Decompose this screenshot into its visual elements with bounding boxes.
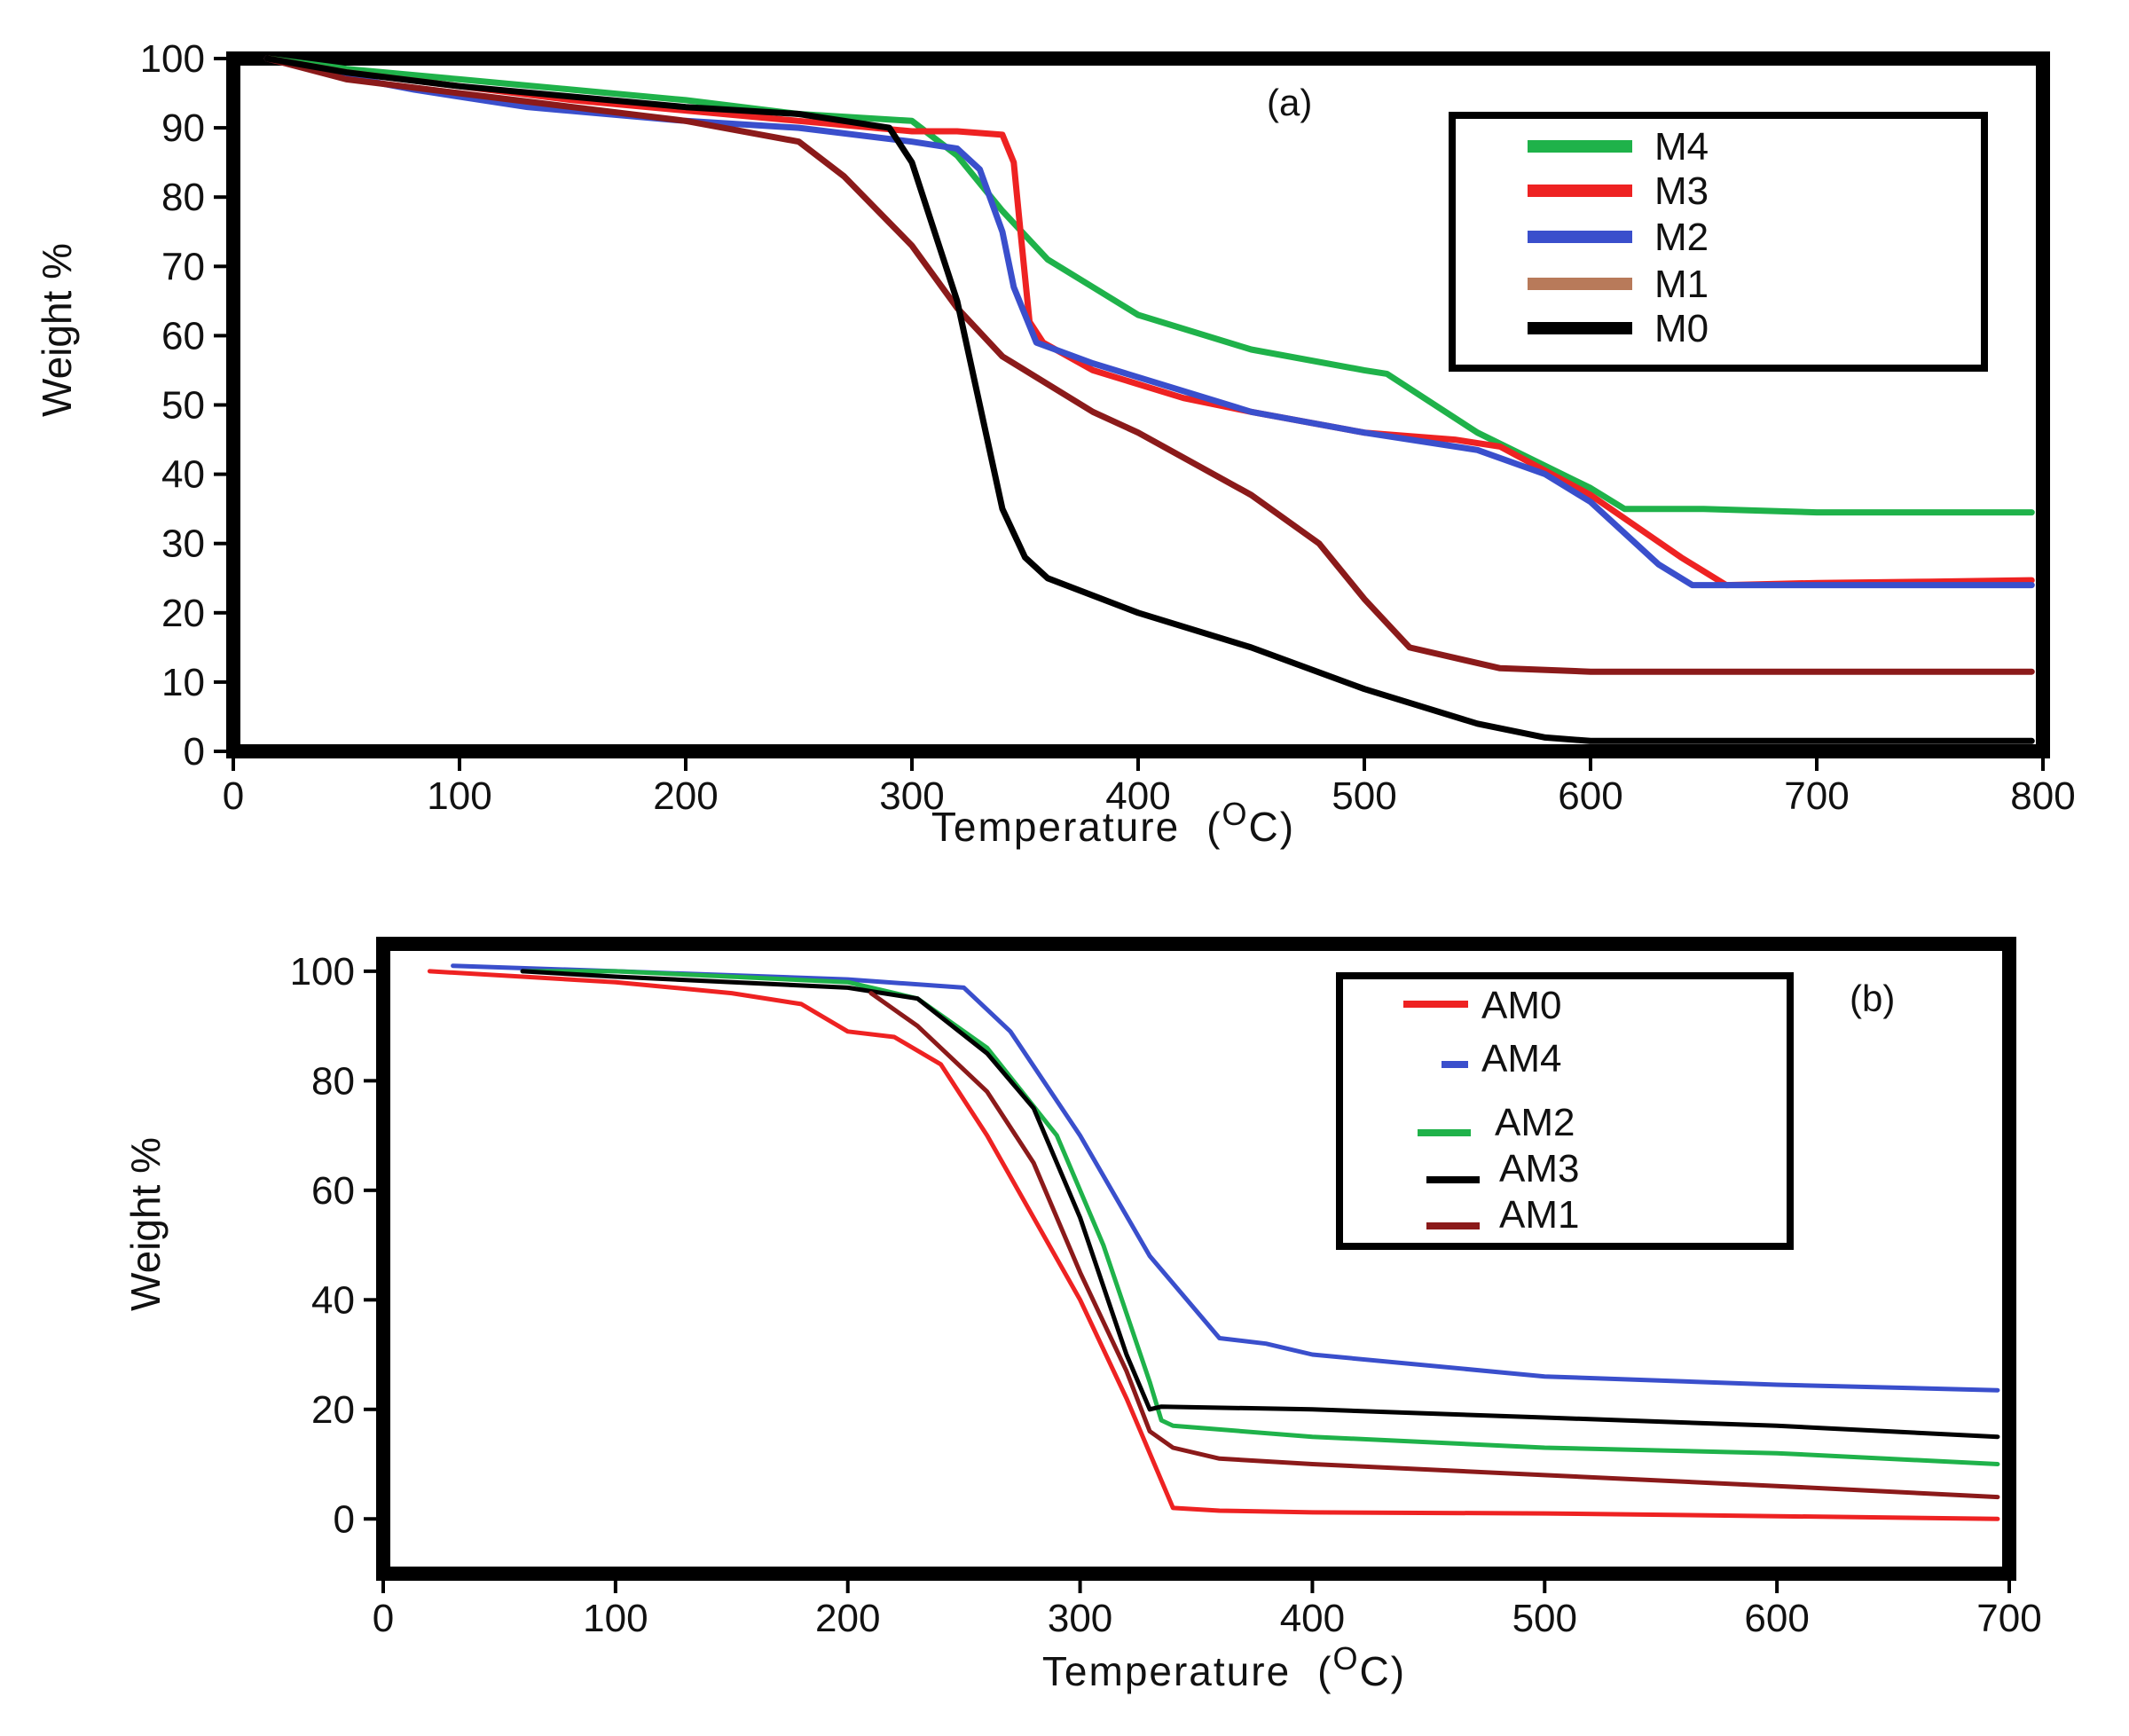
legend-label-m2: M2 bbox=[1654, 216, 1709, 259]
x-tick-label: 300 bbox=[1048, 1597, 1112, 1640]
panel-a-plot-frame bbox=[226, 51, 2050, 758]
panel-b-label: (b) bbox=[1850, 978, 1895, 1019]
panel-b-legend-box bbox=[1336, 972, 1794, 1250]
y-tick-label: 40 bbox=[311, 1278, 355, 1322]
panel-b-chart: 0 100 200 300 400 500 600 700 0 20 40 60 80 100 (b) A… bbox=[122, 937, 2042, 1694]
series-line-am0-dark bbox=[263, 55, 2035, 675]
x-tick-label: 700 bbox=[1976, 1597, 2041, 1640]
y-tick-label: 100 bbox=[140, 37, 205, 81]
y-tick-label: 40 bbox=[161, 453, 205, 497]
x-tick-label: 0 bbox=[223, 774, 244, 818]
panel-b-plot-frame bbox=[376, 937, 2016, 1581]
legend-label-m0: M0 bbox=[1654, 307, 1709, 350]
legend-label-am3: AM3 bbox=[1499, 1147, 1579, 1190]
y-tick-label: 10 bbox=[161, 661, 205, 704]
x-tick-label: 0 bbox=[373, 1597, 394, 1640]
panel-b-ticks: 0 100 200 300 400 500 600 700 0 20 40 60 80 100 bbox=[290, 950, 2042, 1640]
panel-a-series-lines bbox=[263, 55, 2035, 744]
x-tick-label: 300 bbox=[879, 774, 944, 818]
y-tick-label: 30 bbox=[161, 522, 205, 566]
x-tick-label: 800 bbox=[2010, 774, 2075, 818]
x-tick-label: 100 bbox=[427, 774, 491, 818]
panel-a-ticks: 0 100 200 300 400 500 600 700 800 0 10 20 30 40 50 60 70… bbox=[140, 37, 2076, 818]
series-line-am0 bbox=[427, 969, 2000, 1521]
y-tick-label: 60 bbox=[311, 1169, 355, 1213]
panel-a-label: (a) bbox=[1267, 82, 1312, 123]
panel-b-x-axis-title: Temperature (OC) bbox=[1042, 1640, 1406, 1694]
y-tick-label: 20 bbox=[161, 592, 205, 635]
panel-a-y-axis-title: Weight % bbox=[34, 243, 80, 417]
x-tick-label: 200 bbox=[815, 1597, 880, 1640]
y-tick-label: 50 bbox=[161, 384, 205, 428]
y-tick-label: 70 bbox=[161, 245, 205, 288]
series-line-am3 bbox=[520, 969, 2000, 1440]
x-tick-label: 600 bbox=[1744, 1597, 1809, 1640]
panel-a-legend: M4 M3 M2 M1 M0 bbox=[1449, 112, 1988, 372]
x-tick-label: 700 bbox=[1784, 774, 1849, 818]
y-tick-label: 0 bbox=[184, 730, 205, 774]
legend-label-m3: M3 bbox=[1654, 169, 1709, 213]
x-tick-label: 600 bbox=[1558, 774, 1622, 818]
x-tick-label: 200 bbox=[653, 774, 718, 818]
y-tick-label: 90 bbox=[161, 106, 205, 150]
y-tick-label: 100 bbox=[290, 950, 355, 994]
x-tick-label: 500 bbox=[1512, 1597, 1577, 1640]
panel-a-x-axis-title: Temperature (OC) bbox=[931, 796, 1295, 850]
y-tick-label: 60 bbox=[161, 314, 205, 357]
series-line-am2 bbox=[520, 969, 2000, 1466]
y-tick-label: 20 bbox=[311, 1388, 355, 1432]
y-tick-label: 0 bbox=[334, 1497, 355, 1541]
legend-label-am0: AM0 bbox=[1481, 984, 1561, 1027]
series-line-m0 bbox=[263, 55, 2035, 744]
x-tick-label: 400 bbox=[1280, 1597, 1345, 1640]
series-line-m4 bbox=[263, 55, 2035, 516]
legend-label-m4: M4 bbox=[1654, 125, 1709, 169]
series-line-am4 bbox=[451, 963, 2000, 1393]
panel-b-legend: AM0 AM4 AM2 AM3 AM1 bbox=[1336, 972, 1794, 1250]
panel-a-chart: 0 100 200 300 400 500 600 700 800 0 10 20 30 40 50 60 70… bbox=[34, 37, 2076, 850]
legend-label-am1: AM1 bbox=[1499, 1193, 1579, 1237]
y-tick-label: 80 bbox=[311, 1059, 355, 1103]
panel-b-y-axis-title: Weight % bbox=[122, 1137, 169, 1311]
series-line-am1 bbox=[868, 991, 2000, 1500]
x-tick-label: 100 bbox=[583, 1597, 648, 1640]
x-tick-label: 500 bbox=[1332, 774, 1396, 818]
x-tick-label: 400 bbox=[1105, 774, 1170, 818]
legend-label-m1: M1 bbox=[1654, 263, 1709, 306]
legend-label-am4: AM4 bbox=[1481, 1037, 1561, 1080]
panel-b-series-lines bbox=[427, 963, 2000, 1521]
legend-label-am2: AM2 bbox=[1495, 1101, 1575, 1144]
y-tick-label: 80 bbox=[161, 176, 205, 219]
